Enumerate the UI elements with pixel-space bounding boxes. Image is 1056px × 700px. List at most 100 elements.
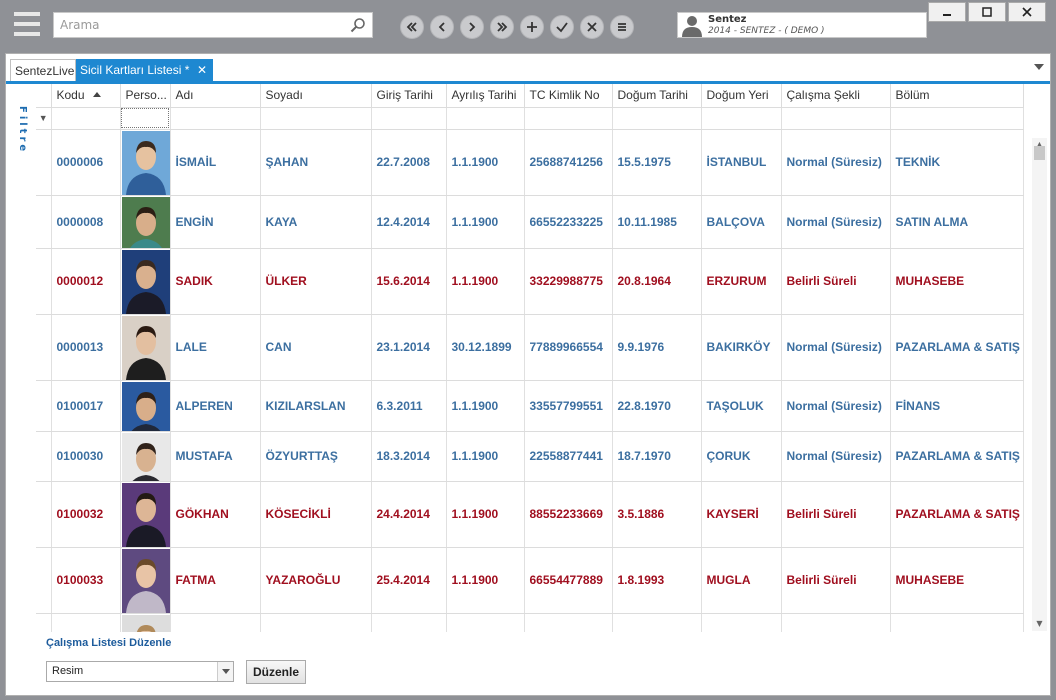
cell-calisma-sekli[interactable]: Normal (Süresiz) <box>781 380 891 432</box>
cell-empty[interactable] <box>612 613 702 632</box>
cell-photo[interactable] <box>120 248 171 315</box>
cell-photo[interactable] <box>120 481 171 548</box>
column-header-ayrilis-tarihi[interactable]: Ayrılış Tarihi <box>446 84 525 108</box>
column-header-calisma-sekli[interactable]: Çalışma Şekli <box>781 84 891 108</box>
maximize-button[interactable] <box>968 2 1006 22</box>
cell-photo[interactable] <box>120 129 171 196</box>
cell-soyadi[interactable]: ÖZYURTTAŞ <box>260 431 372 482</box>
filter-icon[interactable]: ▼ <box>36 107 52 130</box>
cell-soyadi[interactable]: KIZILARSLAN <box>260 380 372 432</box>
cell-empty[interactable] <box>51 613 121 632</box>
filter-cell[interactable] <box>120 107 171 130</box>
cell-kodu[interactable]: 0100033 <box>51 547 121 614</box>
cell-kodu[interactable]: 0100032 <box>51 481 121 548</box>
table-row[interactable]: 0000008 ENGİN KAYA 12.4.2014 1.1.1900 6655223… <box>36 195 1024 249</box>
cell-kodu[interactable]: 0000008 <box>51 195 121 249</box>
cell-bolum[interactable]: PAZARLAMA & SATIŞ <box>890 431 1024 482</box>
row-indicator[interactable] <box>36 129 52 196</box>
cell-dogum-tarihi[interactable]: 22.8.1970 <box>612 380 702 432</box>
edit-button[interactable]: Düzenle <box>246 660 306 684</box>
cell-dogum-tarihi[interactable]: 18.7.1970 <box>612 431 702 482</box>
search-icon[interactable] <box>350 17 366 33</box>
cell-ayrilis-tarihi[interactable]: 1.1.1900 <box>446 380 525 432</box>
row-indicator[interactable] <box>36 547 52 614</box>
column-header-giris-tarihi[interactable]: Giriş Tarihi <box>371 84 447 108</box>
chevron-down-icon[interactable] <box>217 662 233 681</box>
column-header-adi[interactable]: Adı <box>170 84 261 108</box>
filter-cell[interactable] <box>612 107 702 130</box>
cell-ayrilis-tarihi[interactable]: 1.1.1900 <box>446 248 525 315</box>
filter-cell[interactable] <box>524 107 613 130</box>
cell-dogum-tarihi[interactable]: 9.9.1976 <box>612 314 702 381</box>
cell-tc-kimlik-no[interactable]: 33229988775 <box>524 248 613 315</box>
filter-cell[interactable] <box>890 107 1024 130</box>
cell-adi[interactable]: GÖKHAN <box>170 481 261 548</box>
row-indicator[interactable] <box>36 380 52 432</box>
row-indicator[interactable] <box>36 314 52 381</box>
cell-dogum-yeri[interactable]: İSTANBUL <box>701 129 782 196</box>
table-row[interactable]: 0100030 MUSTAFA ÖZYURTTAŞ 18.3.2014 1.1.1900… <box>36 431 1024 482</box>
cell-kodu[interactable]: 0100030 <box>51 431 121 482</box>
cell-tc-kimlik-no[interactable]: 77889966554 <box>524 314 613 381</box>
cell-soyadi[interactable]: CAN <box>260 314 372 381</box>
table-row[interactable]: 0000006 İSMAİL ŞAHAN 22.7.2008 1.1.1900 25688… <box>36 129 1024 196</box>
list-menu-button[interactable] <box>610 15 634 39</box>
cell-kodu[interactable]: 0000013 <box>51 314 121 381</box>
table-row[interactable]: 0100017 ALPEREN KIZILARSLAN 6.3.2011 1.1.190… <box>36 380 1024 432</box>
cell-dogum-yeri[interactable]: TAŞOLUK <box>701 380 782 432</box>
cell-bolum[interactable]: MUHASEBE <box>890 547 1024 614</box>
cell-dogum-tarihi[interactable]: 3.5.1886 <box>612 481 702 548</box>
row-indicator[interactable] <box>36 481 52 548</box>
cell-photo[interactable] <box>120 547 171 614</box>
cell-photo[interactable] <box>120 431 171 482</box>
work-list-select[interactable]: Resim <box>46 661 234 682</box>
cell-empty[interactable] <box>781 613 891 632</box>
table-row[interactable]: 0000013 LALE CAN 23.1.2014 30.12.1899 7788996… <box>36 314 1024 381</box>
table-row[interactable]: 0100033 FATMA YAZAROĞLU 25.4.2014 1.1.1900 66… <box>36 547 1024 614</box>
column-header-tc-kimlik-no[interactable]: TC Kimlik No <box>524 84 613 108</box>
cell-ayrilis-tarihi[interactable]: 1.1.1900 <box>446 547 525 614</box>
cell-ayrilis-tarihi[interactable]: 1.1.1900 <box>446 481 525 548</box>
cell-adi[interactable]: İSMAİL <box>170 129 261 196</box>
cell-photo[interactable] <box>120 195 171 249</box>
search-input[interactable] <box>54 13 334 37</box>
cell-adi[interactable]: SADIK <box>170 248 261 315</box>
cell-bolum[interactable]: PAZARLAMA & SATIŞ <box>890 481 1024 548</box>
table-row[interactable]: 0000012 SADIK ÜLKER 15.6.2014 1.1.1900 332299… <box>36 248 1024 315</box>
cell-soyadi[interactable]: KAYA <box>260 195 372 249</box>
cell-calisma-sekli[interactable]: Belirli Süreli <box>781 248 891 315</box>
close-window-button[interactable] <box>1008 2 1046 22</box>
cell-giris-tarihi[interactable]: 23.1.2014 <box>371 314 447 381</box>
menu-icon[interactable] <box>14 12 40 36</box>
cell-ayrilis-tarihi[interactable]: 1.1.1900 <box>446 129 525 196</box>
cell-bolum[interactable]: FİNANS <box>890 380 1024 432</box>
cell-dogum-yeri[interactable]: ÇORUK <box>701 431 782 482</box>
cell-empty[interactable] <box>701 613 782 632</box>
filter-row[interactable]: ▼ <box>36 107 1024 130</box>
cell-bolum[interactable]: TEKNİK <box>890 129 1024 196</box>
cell-giris-tarihi[interactable]: 15.6.2014 <box>371 248 447 315</box>
column-header-kodu[interactable]: Kodu <box>51 84 121 108</box>
cell-ayrilis-tarihi[interactable]: 1.1.1900 <box>446 431 525 482</box>
column-header-dogum-tarihi[interactable]: Doğum Tarihi <box>612 84 702 108</box>
last-record-button[interactable] <box>490 15 514 39</box>
cell-empty[interactable] <box>260 613 372 632</box>
cell-dogum-yeri[interactable]: ERZURUM <box>701 248 782 315</box>
cell-calisma-sekli[interactable]: Belirli Süreli <box>781 547 891 614</box>
cell-giris-tarihi[interactable]: 25.4.2014 <box>371 547 447 614</box>
cell-kodu[interactable]: 0100017 <box>51 380 121 432</box>
cell-empty[interactable] <box>446 613 525 632</box>
cell-bolum[interactable]: SATIN ALMA <box>890 195 1024 249</box>
cell-adi[interactable]: MUSTAFA <box>170 431 261 482</box>
filter-cell[interactable] <box>260 107 372 130</box>
cell-giris-tarihi[interactable]: 24.4.2014 <box>371 481 447 548</box>
add-record-button[interactable] <box>520 15 544 39</box>
cell-empty[interactable] <box>371 613 447 632</box>
cell-giris-tarihi[interactable]: 6.3.2011 <box>371 380 447 432</box>
cell-tc-kimlik-no[interactable]: 22558877441 <box>524 431 613 482</box>
previous-record-button[interactable] <box>430 15 454 39</box>
first-record-button[interactable] <box>400 15 424 39</box>
cell-bolum[interactable]: PAZARLAMA & SATIŞ <box>890 314 1024 381</box>
cancel-record-button[interactable] <box>580 15 604 39</box>
row-indicator[interactable] <box>36 195 52 249</box>
